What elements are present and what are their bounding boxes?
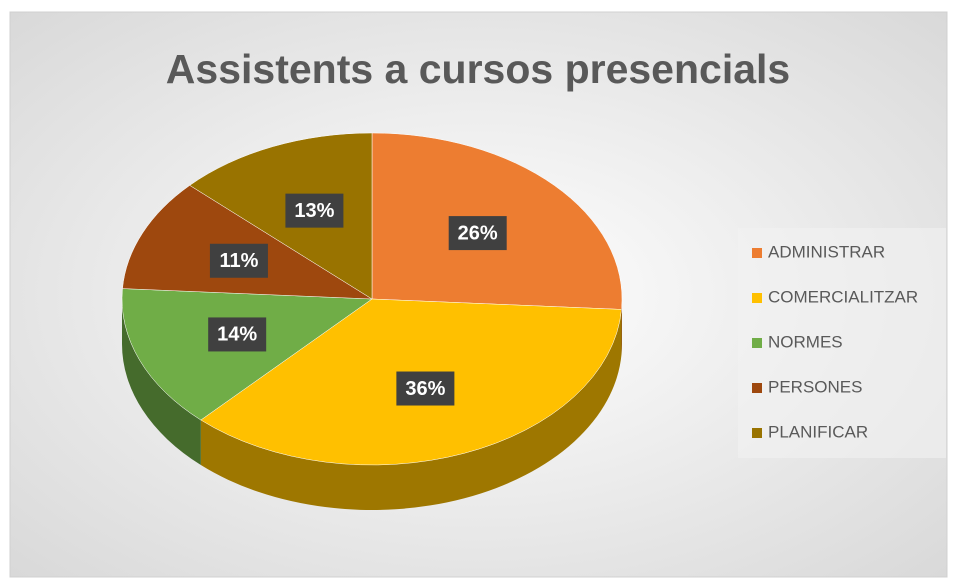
- slice-side: [200, 309, 622, 510]
- data-label-box: [209, 243, 268, 278]
- legend-label: COMERCIALITZAR: [768, 287, 918, 306]
- data-label-box: [448, 216, 507, 251]
- data-label: 11%: [219, 250, 258, 272]
- data-label-box: [396, 371, 455, 406]
- legend-box: [738, 228, 946, 458]
- legend-label: ADMINISTRAR: [768, 242, 885, 261]
- legend-swatch: [752, 248, 762, 258]
- legend-swatch: [752, 338, 762, 348]
- legend-swatch: [752, 293, 762, 303]
- legend-label: PERSONES: [768, 377, 862, 396]
- legend-swatch: [752, 383, 762, 393]
- legend-label: NORMES: [768, 332, 843, 351]
- slice-side: [122, 299, 201, 466]
- data-label-box: [285, 193, 344, 228]
- chart-title: Assistents a cursos presencials: [166, 46, 790, 92]
- data-label: 36%: [405, 378, 445, 400]
- legend-swatch: [752, 428, 762, 438]
- legend-label: PLANIFICAR: [768, 422, 868, 441]
- data-label: 14%: [217, 324, 257, 346]
- data-label-box: [208, 317, 267, 352]
- slice: [122, 185, 373, 300]
- slice: [121, 288, 373, 421]
- data-label: 13%: [294, 200, 334, 222]
- slice: [189, 132, 373, 300]
- data-label: 26%: [458, 222, 498, 244]
